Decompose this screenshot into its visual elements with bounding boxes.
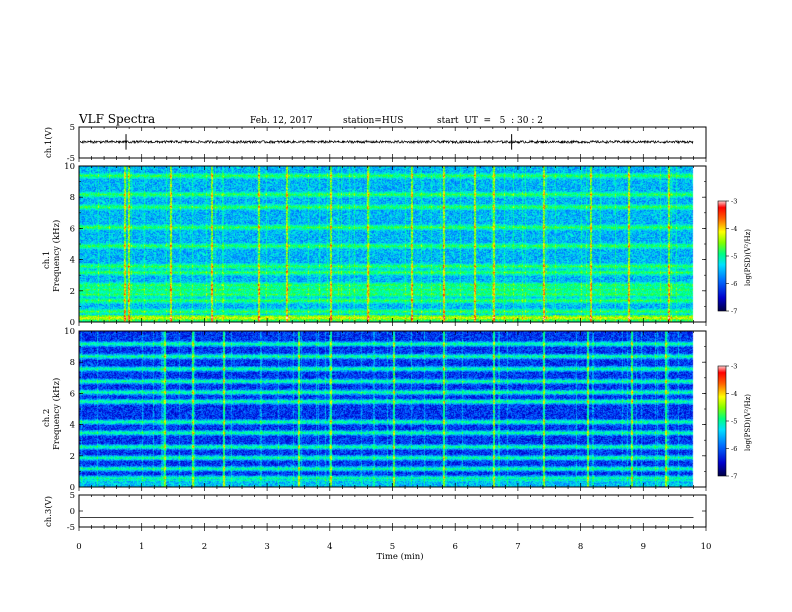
start-time-label: start UT = 5 : 30 : 2 [437, 116, 543, 126]
colorbar-tick-label: -7 [731, 308, 737, 316]
x-tick-label: 1 [139, 542, 144, 552]
y-tick-label: 0 [70, 318, 75, 328]
y-tick-label: 2 [70, 452, 75, 462]
figure-title: VLF Spectra [78, 112, 155, 126]
ch1-colorbar: log(PSD)(V²/Hz) -3 -4 -5 -6 -7 [717, 198, 752, 316]
x-tick-label: 0 [76, 542, 81, 552]
y-tick-label: 4 [70, 256, 75, 266]
station-label: station=HUS [343, 116, 403, 126]
spectrogram-image [79, 166, 706, 322]
y-tick-label: -5 [67, 154, 75, 164]
x-tick-label: 2 [202, 542, 207, 552]
ch1-spectrogram-panel: 0 2 4 6 8 10 [64, 162, 707, 328]
ch2-colorbar-label: log(PSD)(V²/Hz) [744, 394, 752, 451]
ch1-waveform-ylabel: ch.1(V) [43, 127, 54, 158]
y-tick-label: 0 [70, 483, 75, 493]
ch2-colorbar: log(PSD)(V²/Hz) -3 -4 -5 -6 -7 [717, 363, 752, 481]
panel-frame [78, 126, 707, 159]
y-tick-label: -5 [67, 523, 75, 533]
colorbar-tick-label: -3 [731, 363, 737, 371]
colorbar-tick-label: -7 [731, 473, 737, 481]
x-tick-label: 4 [327, 542, 332, 552]
ch3-waveform-panel: 5 0 -5 [67, 491, 707, 533]
y-tick-label: 10 [64, 327, 75, 337]
y-tick-label: 2 [70, 287, 75, 297]
x-tick-label: 7 [515, 542, 520, 552]
y-tick-label: 5 [70, 491, 75, 501]
spectrogram-image [79, 331, 706, 487]
panel-frame [78, 494, 707, 528]
y-tick-label: 4 [70, 421, 75, 431]
ch2-spectrogram-panel: 0 2 4 6 8 10 [64, 327, 707, 493]
ch3-waveform-ylabel: ch.3(V) [43, 496, 54, 527]
colorbar-tick-label: -5 [731, 253, 737, 261]
ch1-colorbar-label: log(PSD)(V²/Hz) [744, 229, 752, 286]
colorbar-tick-label: -6 [731, 445, 737, 453]
ch2-spectrogram-ylabel: ch.2 [42, 409, 52, 427]
x-tick-label: 3 [264, 542, 269, 552]
colorbar-tick-label: -3 [731, 198, 737, 206]
y-tick-label: 8 [70, 358, 75, 368]
y-tick-label: 10 [64, 162, 75, 172]
time-axis-label: Time (min) [376, 551, 423, 562]
x-tick-label: 6 [452, 542, 457, 552]
y-tick-label: 0 [70, 507, 75, 517]
ch1-waveform-panel: 5 -5 [67, 123, 707, 164]
date-label: Feb. 12, 2017 [250, 116, 313, 126]
colorbar-tick-label: -6 [731, 280, 737, 288]
ch1-frequency-label: Frequency (kHz) [51, 220, 62, 292]
y-tick-label: 8 [70, 193, 75, 203]
ch2-frequency-label: Frequency (kHz) [51, 378, 62, 450]
ch1-spectrogram-ylabel: ch.1 [42, 251, 52, 269]
colorbar-tick-label: -4 [731, 225, 737, 233]
y-tick-label: 5 [70, 123, 75, 133]
y-tick-label: 6 [70, 224, 75, 234]
y-tick-label: 6 [70, 389, 75, 399]
x-tick-label: 9 [641, 542, 646, 552]
x-tick-label: 10 [701, 542, 712, 552]
x-tick-label: 8 [578, 542, 583, 552]
ch1-waveform-line [80, 139, 694, 145]
time-axis: 0 1 2 3 4 5 6 7 8 9 10 [76, 542, 711, 552]
colorbar-tick-label: -4 [731, 390, 737, 398]
colorbar-tick-label: -5 [731, 418, 737, 426]
x-tick-label: 5 [390, 542, 395, 552]
